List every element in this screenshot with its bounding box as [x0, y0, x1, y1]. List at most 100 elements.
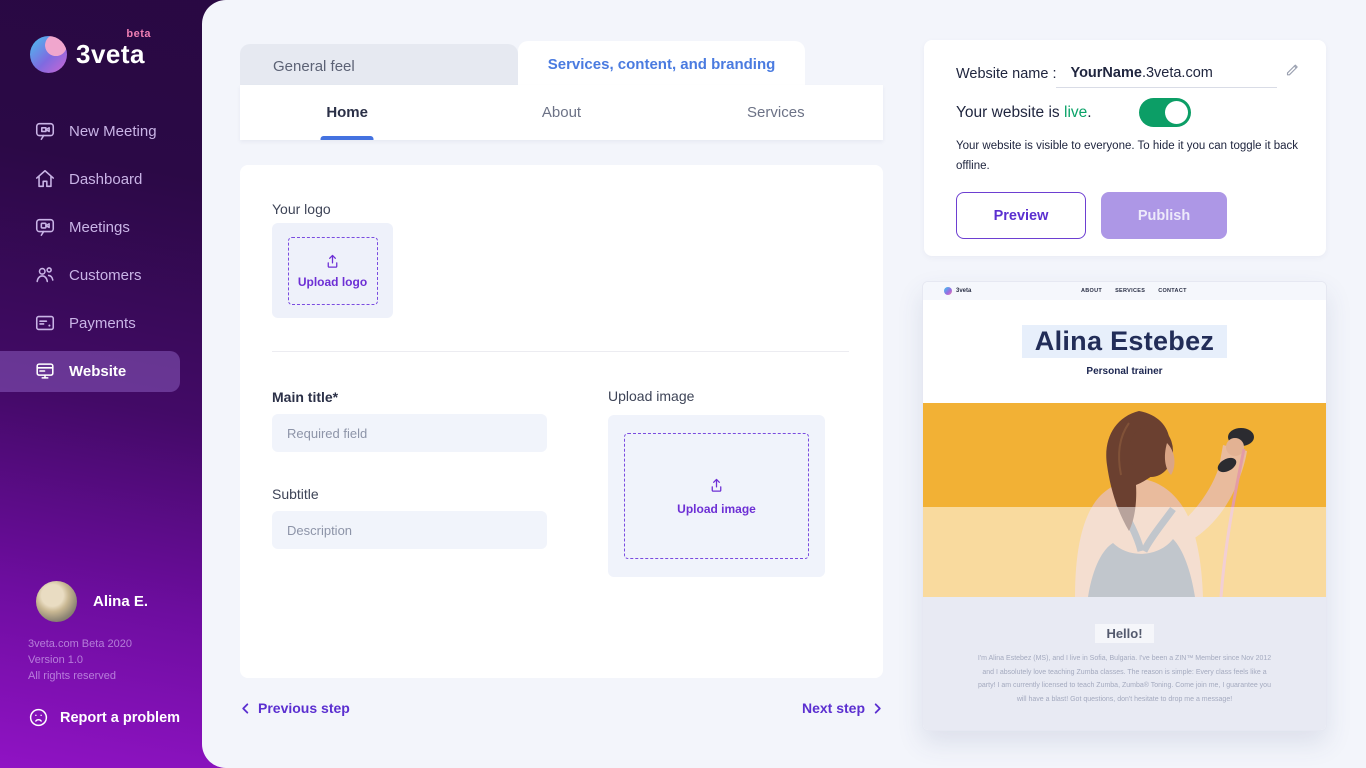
upload-icon	[711, 478, 722, 492]
subtitle-input[interactable]	[272, 511, 547, 549]
upload-image-button-label: Upload image	[677, 501, 756, 516]
subtab-label: About	[541, 104, 582, 121]
preview-about-text: I'm Alina Estebez (MS), and I live in So…	[977, 655, 1272, 703]
avatar	[36, 581, 77, 622]
sidebar-item-label: Customers	[69, 266, 142, 284]
credit-card-icon	[35, 315, 55, 331]
preview-brand-icon	[944, 287, 952, 295]
previous-step-button[interactable]: Previous step	[240, 700, 350, 716]
sidebar-item-label: Payments	[69, 314, 136, 332]
section-divider	[272, 351, 849, 352]
upload-logo-label: Upload logo	[297, 274, 368, 289]
preview-about-heading: Hello!	[1095, 624, 1154, 643]
title-fields-column: Main title* Subtitle	[272, 389, 547, 549]
preview-hero-image	[923, 403, 1326, 598]
website-preview-card: 3veta ABOUT SERVICES CONTACT Alina Esteb…	[922, 281, 1327, 731]
upload-logo-button[interactable]: Upload logo	[287, 236, 378, 305]
brand-name-text: 3veta	[76, 39, 145, 69]
preview-nav-services[interactable]: SERVICES	[1115, 288, 1146, 294]
video-chat-icon	[35, 218, 55, 237]
active-tab-underline	[320, 136, 374, 140]
status-suffix: .	[1087, 104, 1092, 121]
page-subtabs: Home About Services	[240, 85, 883, 140]
user-profile: Alina E.	[36, 581, 148, 622]
preview-brand-name: 3veta	[956, 288, 972, 294]
beta-badge: beta	[126, 28, 151, 40]
next-step-button[interactable]: Next step	[802, 700, 883, 716]
video-chat-icon	[35, 122, 55, 141]
edit-website-name-button[interactable]	[1285, 62, 1300, 88]
footer-line: All rights reserved	[28, 669, 117, 682]
logo-upload-area: Upload logo	[272, 223, 393, 318]
tab-label: Services, content, and branding	[547, 56, 776, 73]
website-name-label: Website name :	[956, 66, 1057, 82]
image-upload-column: Upload image Upload image	[608, 388, 825, 577]
tab-general-feel[interactable]: General feel	[240, 44, 518, 88]
sidebar: 3veta beta New Meeting Dashboard Meeting…	[0, 0, 202, 768]
sidebar-item-label: Dashboard	[69, 170, 143, 188]
preview-nav-links: ABOUT SERVICES CONTACT	[1081, 282, 1187, 300]
brand-name: 3veta beta	[76, 28, 151, 70]
sidebar-item-label: New Meeting	[69, 122, 157, 140]
content-panel: General feel Services, content, and bran…	[202, 0, 1366, 768]
user-name: Alina E.	[93, 593, 149, 610]
upload-image-button[interactable]: Upload image	[624, 433, 809, 559]
report-problem-button[interactable]: Report a problem	[28, 707, 180, 728]
preview-navbar: 3veta ABOUT SERVICES CONTACT	[923, 282, 1326, 300]
preview-button[interactable]: Preview	[956, 192, 1086, 239]
chevron-left-icon	[242, 702, 249, 714]
website-name-row: Website name : YourName.3veta.com	[956, 62, 1300, 88]
website-name-input[interactable]: YourName.3veta.com	[1056, 65, 1277, 88]
section-tabs: General feel Services, content, and bran…	[240, 41, 805, 88]
status-prefix: Your website is	[956, 104, 1064, 121]
footer-line: Version 1.0	[28, 653, 84, 666]
step-navigation: Previous step Next step	[240, 700, 883, 716]
sidebar-item-dashboard[interactable]: Dashboard	[0, 155, 202, 203]
sidebar-item-customers[interactable]: Customers	[0, 251, 202, 299]
preview-nav-contact[interactable]: CONTACT	[1158, 288, 1187, 294]
chevron-right-icon	[874, 702, 881, 714]
your-logo-label: Your logo	[272, 201, 331, 217]
sidebar-nav: New Meeting Dashboard Meetings Customers…	[0, 107, 202, 395]
fitness-woman-photo	[923, 403, 1326, 598]
live-toggle[interactable]	[1139, 98, 1191, 127]
sidebar-footer: 3veta.com Beta 2020 Version 1.0 All righ…	[28, 637, 132, 685]
home-content-form: Your logo Upload logo Main title* Subtit…	[240, 165, 883, 678]
subtab-label: Services	[747, 104, 805, 121]
sad-face-icon	[29, 708, 48, 727]
sidebar-item-label: Meetings	[69, 218, 130, 236]
report-problem-label: Report a problem	[60, 709, 181, 726]
website-status-text: Your website is live.	[956, 104, 1092, 122]
tab-services-content-branding[interactable]: Services, content, and branding	[518, 41, 805, 88]
brand-logo: 3veta beta	[30, 28, 151, 73]
preview-about-section: Hello! I'm Alina Estebez (MS), and I liv…	[923, 597, 1326, 730]
sidebar-item-new-meeting[interactable]: New Meeting	[0, 107, 202, 155]
toggle-knob	[1165, 101, 1188, 124]
publish-button[interactable]: Publish	[1101, 192, 1227, 239]
previous-step-label: Previous step	[258, 700, 350, 716]
tab-label: General feel	[273, 57, 355, 75]
main-title-input[interactable]	[272, 414, 547, 452]
subtab-services[interactable]: Services	[669, 85, 883, 140]
sidebar-item-label: Website	[69, 362, 127, 380]
people-icon	[36, 267, 54, 283]
website-name-value: YourName	[1070, 65, 1142, 81]
preview-hero: Alina Estebez Personal trainer	[923, 300, 1326, 403]
brand-logo-icon	[30, 36, 67, 73]
subtab-about[interactable]: About	[454, 85, 668, 140]
preview-hero-subtitle: Personal trainer	[1086, 366, 1163, 377]
subtab-home[interactable]: Home	[240, 85, 454, 140]
publish-panel: Website name : YourName.3veta.com Your w…	[924, 40, 1326, 256]
sidebar-item-website[interactable]: Website	[0, 350, 180, 392]
sidebar-item-meetings[interactable]: Meetings	[0, 203, 202, 251]
preview-nav-about[interactable]: ABOUT	[1081, 288, 1103, 294]
publish-actions: Preview Publish	[956, 192, 1227, 239]
preview-hero-title: Alina Estebez	[1021, 325, 1228, 358]
pencil-icon	[1286, 64, 1298, 76]
upload-icon	[327, 254, 338, 268]
subtab-label: Home	[326, 104, 368, 121]
website-name-suffix: .3veta.com	[1141, 65, 1213, 81]
sidebar-item-payments[interactable]: Payments	[0, 299, 202, 347]
next-step-label: Next step	[801, 700, 865, 716]
